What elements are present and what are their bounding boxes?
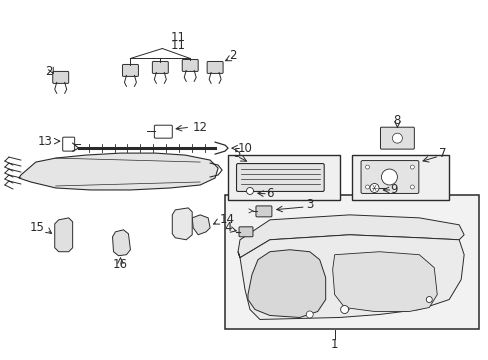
FancyBboxPatch shape xyxy=(207,62,223,73)
Text: 11: 11 xyxy=(170,31,185,44)
Circle shape xyxy=(340,306,348,314)
Bar xyxy=(227,155,339,200)
Polygon shape xyxy=(192,215,210,235)
FancyBboxPatch shape xyxy=(182,59,198,71)
Bar xyxy=(351,155,448,200)
Text: 2: 2 xyxy=(229,49,236,62)
Circle shape xyxy=(305,311,313,318)
FancyBboxPatch shape xyxy=(152,62,168,73)
Polygon shape xyxy=(332,252,436,311)
FancyBboxPatch shape xyxy=(53,71,68,84)
Circle shape xyxy=(426,297,431,302)
Text: 4: 4 xyxy=(224,221,231,234)
Polygon shape xyxy=(238,215,463,258)
Circle shape xyxy=(246,188,253,194)
Circle shape xyxy=(365,165,369,169)
Polygon shape xyxy=(247,250,325,318)
Text: 13: 13 xyxy=(38,135,53,148)
Circle shape xyxy=(365,185,369,189)
Text: 2: 2 xyxy=(45,65,52,78)
Circle shape xyxy=(409,165,413,169)
Text: 6: 6 xyxy=(265,188,273,201)
Polygon shape xyxy=(55,218,73,252)
Circle shape xyxy=(369,184,378,193)
Text: 9: 9 xyxy=(390,184,397,197)
Text: 5: 5 xyxy=(233,147,240,159)
Circle shape xyxy=(392,133,402,143)
Polygon shape xyxy=(19,153,218,190)
Text: 16: 16 xyxy=(113,258,128,271)
FancyBboxPatch shape xyxy=(255,206,271,217)
FancyBboxPatch shape xyxy=(122,64,138,76)
Text: 1: 1 xyxy=(330,338,338,351)
FancyBboxPatch shape xyxy=(360,161,418,193)
Text: 3: 3 xyxy=(305,198,313,211)
Text: 12: 12 xyxy=(192,121,207,134)
FancyBboxPatch shape xyxy=(236,163,324,192)
Polygon shape xyxy=(112,230,130,256)
FancyBboxPatch shape xyxy=(239,227,252,237)
FancyBboxPatch shape xyxy=(154,125,172,138)
Text: 15: 15 xyxy=(30,221,45,234)
FancyBboxPatch shape xyxy=(380,127,413,149)
Text: 7: 7 xyxy=(439,147,446,159)
Circle shape xyxy=(381,169,397,185)
Bar xyxy=(224,195,478,329)
Polygon shape xyxy=(238,235,463,319)
Text: 14: 14 xyxy=(220,213,235,226)
Text: 10: 10 xyxy=(238,141,252,155)
Polygon shape xyxy=(172,208,192,240)
Text: 11: 11 xyxy=(170,39,185,52)
Circle shape xyxy=(409,185,413,189)
FancyBboxPatch shape xyxy=(62,137,75,151)
Text: 8: 8 xyxy=(393,114,400,127)
